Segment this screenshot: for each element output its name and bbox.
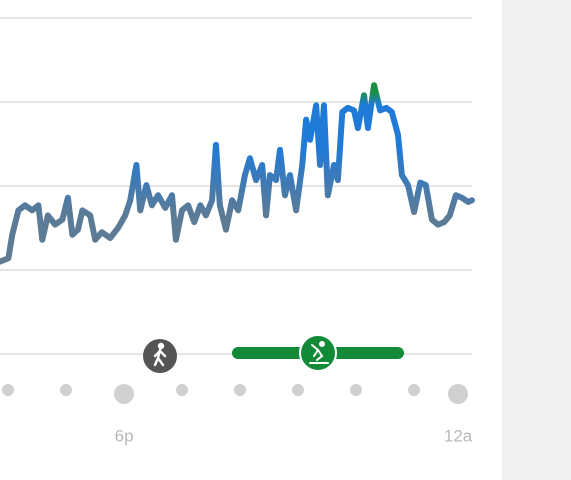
walk-figure	[153, 342, 167, 367]
timeline-dots	[2, 384, 468, 404]
workout-icon	[299, 334, 337, 372]
walk-icon	[143, 339, 177, 373]
workout-figure	[309, 341, 329, 364]
dot	[448, 384, 468, 404]
dot	[114, 384, 134, 404]
dot	[292, 384, 304, 396]
heart-rate-line	[0, 82, 475, 265]
dot	[350, 384, 362, 396]
x-tick-label: 6p	[115, 426, 134, 445]
x-tick-label: 12a	[444, 426, 473, 445]
side-panel	[502, 0, 571, 480]
dot	[408, 384, 420, 396]
dot	[176, 384, 188, 396]
activity-row	[143, 334, 404, 373]
dot	[2, 384, 14, 396]
dot	[234, 384, 246, 396]
dot	[60, 384, 72, 396]
chart: 6p 12a	[0, 17, 475, 445]
